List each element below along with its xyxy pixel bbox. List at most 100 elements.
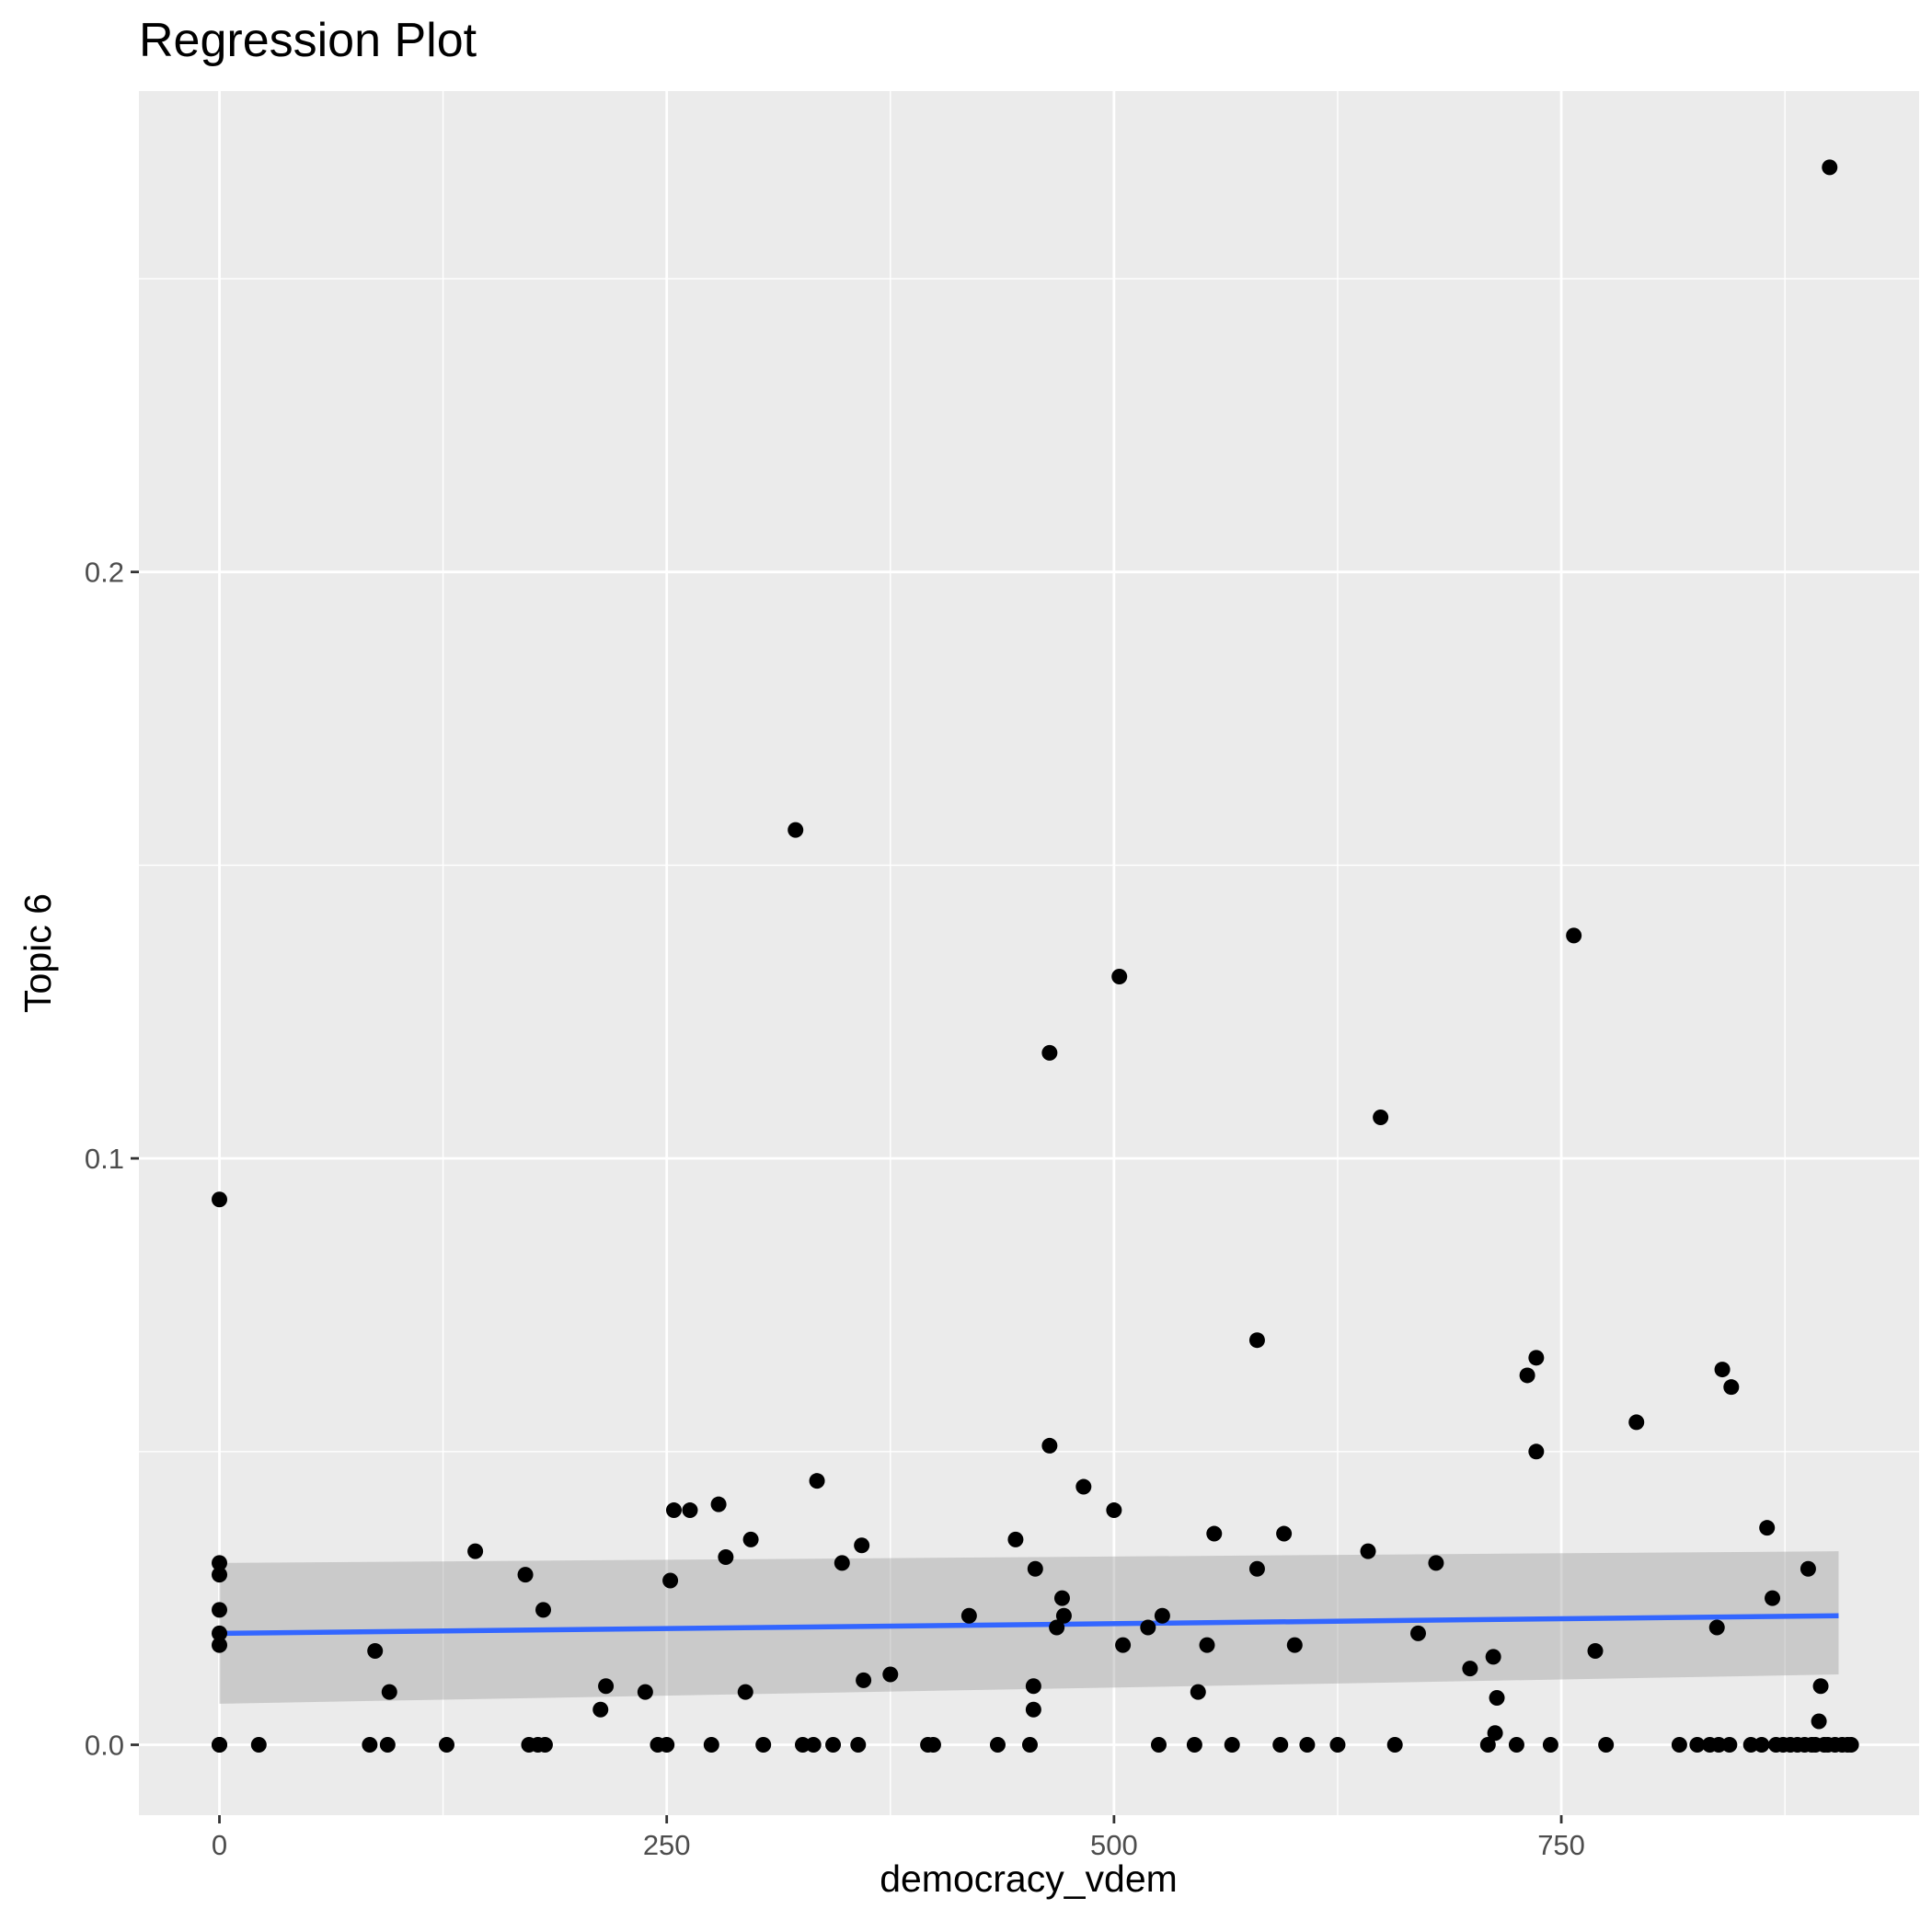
data-point <box>1386 1737 1403 1754</box>
data-point <box>535 1602 552 1618</box>
plot-panel <box>139 91 1919 1815</box>
regression-line <box>219 1613 1839 1637</box>
data-point <box>250 1737 267 1754</box>
data-point <box>1822 159 1838 176</box>
data-point <box>1542 1737 1558 1754</box>
data-point <box>1329 1737 1346 1754</box>
fit-line-layer <box>219 1613 1839 1637</box>
x-axis: 0 250 500 750 <box>212 1815 1585 1861</box>
data-point <box>598 1678 615 1695</box>
data-point <box>212 1555 228 1571</box>
data-point <box>1721 1737 1738 1754</box>
data-point <box>1190 1684 1206 1700</box>
data-point <box>212 1637 228 1653</box>
data-point <box>1041 1044 1058 1061</box>
data-point <box>856 1672 872 1688</box>
data-point <box>710 1496 727 1512</box>
data-point <box>1409 1625 1426 1641</box>
data-point <box>1708 1619 1725 1636</box>
y-tick-label: 0.0 <box>85 1730 124 1762</box>
data-point <box>1150 1737 1167 1754</box>
data-point <box>637 1684 653 1700</box>
x-tick-label: 0 <box>212 1829 227 1861</box>
data-point <box>925 1737 941 1754</box>
data-point <box>1360 1543 1376 1559</box>
data-point <box>1055 1607 1072 1624</box>
data-point <box>718 1549 734 1566</box>
data-point <box>1528 1443 1545 1460</box>
data-point <box>1485 1649 1501 1665</box>
y-tick-label: 0.1 <box>85 1143 124 1175</box>
data-point <box>794 1737 811 1754</box>
y-tick-label: 0.2 <box>85 557 124 589</box>
data-point <box>1206 1525 1223 1542</box>
data-point <box>1759 1520 1776 1536</box>
data-point <box>1598 1737 1615 1754</box>
data-point <box>665 1502 682 1519</box>
data-point <box>809 1473 825 1489</box>
data-point <box>1812 1678 1829 1695</box>
data-point <box>1049 1619 1065 1636</box>
data-point <box>1199 1637 1215 1653</box>
data-point <box>805 1737 822 1754</box>
chart-title: Regression Plot <box>139 14 477 67</box>
data-point <box>1276 1525 1293 1542</box>
data-point <box>742 1531 759 1547</box>
data-point <box>367 1643 384 1660</box>
x-tick-label: 750 <box>1537 1829 1585 1861</box>
data-point <box>1519 1367 1535 1384</box>
data-point <box>1106 1502 1122 1519</box>
data-point <box>1723 1379 1740 1396</box>
points-layer <box>212 159 1859 1754</box>
data-point <box>1025 1701 1041 1718</box>
data-point <box>1489 1690 1505 1707</box>
data-point <box>1115 1637 1132 1653</box>
data-point <box>1710 1737 1727 1754</box>
data-point <box>1811 1713 1827 1730</box>
data-point <box>1021 1737 1038 1754</box>
data-point <box>1462 1661 1478 1677</box>
data-point <box>1479 1737 1496 1754</box>
y-axis: 0.0 0.1 0.2 <box>85 557 139 1762</box>
data-point <box>1186 1737 1202 1754</box>
data-point <box>1299 1737 1316 1754</box>
data-point <box>788 822 804 838</box>
data-point <box>1765 1590 1781 1606</box>
data-point <box>1111 968 1128 984</box>
data-point <box>1689 1737 1706 1754</box>
data-point <box>825 1737 842 1754</box>
data-point <box>536 1737 553 1754</box>
data-point <box>1248 1332 1265 1349</box>
data-point <box>960 1607 977 1624</box>
confidence-ribbon-layer <box>219 1551 1839 1704</box>
data-point <box>834 1555 850 1571</box>
data-point <box>1286 1637 1303 1653</box>
data-point <box>212 1567 228 1583</box>
confidence-band <box>219 1551 1839 1704</box>
data-point <box>1742 1737 1759 1754</box>
data-point <box>703 1737 719 1754</box>
data-point <box>1154 1607 1170 1624</box>
data-point <box>1027 1560 1043 1577</box>
data-point <box>1248 1560 1265 1577</box>
data-point <box>379 1737 396 1754</box>
data-point <box>1800 1560 1816 1577</box>
data-point <box>381 1684 397 1700</box>
data-point <box>1587 1643 1604 1660</box>
data-point <box>1007 1531 1024 1547</box>
data-point <box>1373 1109 1389 1125</box>
data-point <box>1140 1619 1156 1636</box>
data-point <box>737 1684 753 1700</box>
data-point <box>662 1572 679 1589</box>
data-point <box>1053 1590 1070 1606</box>
minor-grid <box>139 91 1919 1815</box>
data-point <box>882 1666 899 1683</box>
data-point <box>1566 927 1582 944</box>
data-point <box>755 1737 772 1754</box>
data-point <box>438 1737 454 1754</box>
data-point <box>1025 1678 1041 1695</box>
x-tick-label: 500 <box>1090 1829 1138 1861</box>
data-point <box>362 1737 378 1754</box>
data-point <box>1528 1350 1545 1366</box>
